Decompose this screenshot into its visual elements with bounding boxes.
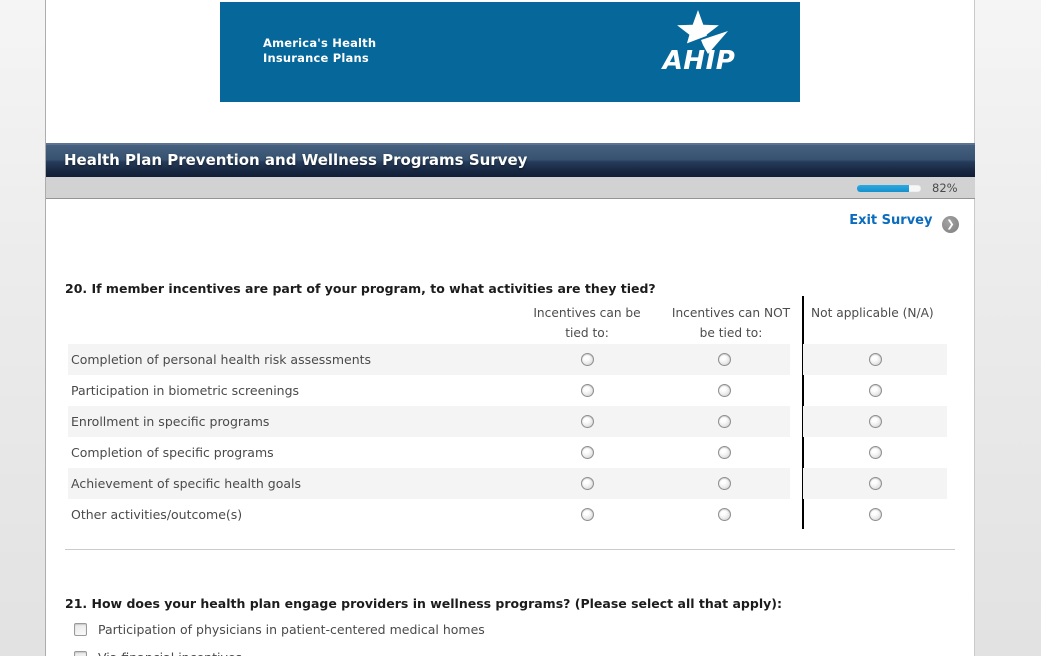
radio-button[interactable] [718,508,731,521]
progress-fill [857,185,910,192]
column-header-not-tied: Incentives can NOT be tied to: [671,306,791,340]
row-label: Achievement of specific health goals [68,468,515,499]
progress-row: 82% [46,177,975,199]
radio-button[interactable] [718,384,731,397]
radio-button[interactable] [718,353,731,366]
radio-button[interactable] [868,508,882,521]
question-20-matrix: Completion of personal health risk asses… [68,344,947,530]
checkbox-row: Participation of physicians in patient-c… [74,621,485,637]
org-name: America's Health Insurance Plans [263,36,376,66]
table-row: Completion of specific programs [68,437,947,468]
table-row: Other activities/outcome(s) [68,499,947,530]
question-20-column-headers: Incentives can be tied to: Incentives ca… [515,303,947,343]
exit-survey-label[interactable]: Exit Survey [849,213,933,228]
row-label: Completion of specific programs [71,445,274,460]
table-row: Achievement of specific health goals [68,468,947,499]
ahip-banner: America's Health Insurance Plans AHIP [220,2,800,102]
section-divider [65,549,955,550]
row-label: Enrollment in specific programs [68,406,515,437]
checkbox[interactable] [74,650,87,656]
radio-button[interactable] [718,477,731,490]
question-20-title: 20. If member incentives are part of you… [65,281,656,296]
column-header-tied: Incentives can be tied to: [533,306,641,340]
row-label: Participation in biometric screenings [71,383,300,398]
table-row: Completion of personal health risk asses… [68,344,947,375]
ahip-star-icon [677,10,730,54]
progress-percent: 82% [932,181,958,195]
checkbox-row: Via financial incentives [74,649,242,656]
radio-button[interactable] [868,415,882,428]
question-21-title: 21. How does your health plan engage pro… [65,596,782,611]
chevron-right-icon[interactable]: ❯ [942,216,959,233]
org-name-line2: Insurance Plans [263,51,369,65]
ahip-logo: AHIP [644,10,754,76]
row-label: Completion of personal health risk asses… [68,344,515,375]
checkbox[interactable] [74,622,87,636]
radio-button[interactable] [580,477,594,490]
radio-button[interactable] [580,353,594,366]
progress-bar [857,185,921,192]
radio-button[interactable] [718,446,731,459]
radio-button[interactable] [868,384,882,397]
radio-button[interactable] [580,415,594,428]
exit-survey-link[interactable]: Exit Survey ❯ [700,213,959,233]
table-row: Participation in biometric screenings [68,375,947,406]
radio-button[interactable] [580,384,594,397]
org-name-line1: America's Health [263,36,377,50]
radio-button[interactable] [718,415,731,428]
ahip-logo-text: AHIP [662,46,736,76]
survey-title-bar: Health Plan Prevention and Wellness Prog… [46,143,975,177]
radio-button[interactable] [580,446,594,459]
radio-button[interactable] [580,508,594,521]
radio-button[interactable] [868,353,882,366]
content-frame [45,0,975,656]
checkbox-label: Via financial incentives [98,650,242,656]
radio-button[interactable] [868,446,882,459]
radio-button[interactable] [868,477,882,490]
checkbox-label: Participation of physicians in patient-c… [98,621,485,637]
column-header-na: Not applicable (N/A) [811,306,934,320]
table-row: Enrollment in specific programs [68,406,947,437]
row-label: Other activities/outcome(s) [71,507,243,522]
page-title: Health Plan Prevention and Wellness Prog… [64,151,528,169]
